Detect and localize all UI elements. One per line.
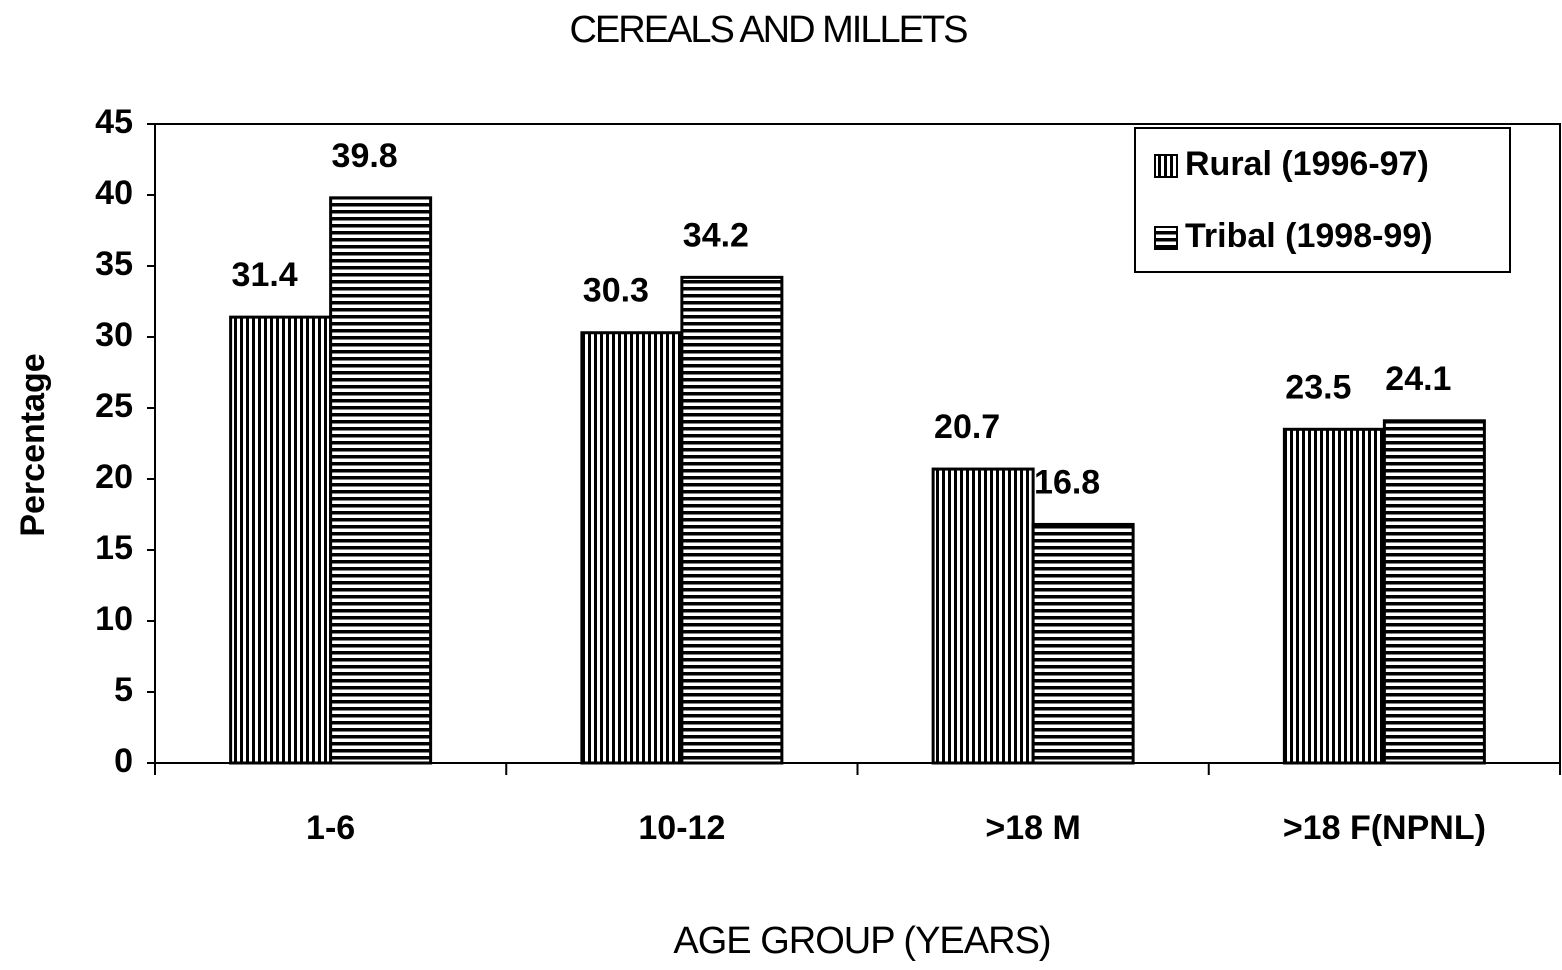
value-label: 31.4 bbox=[232, 256, 298, 294]
value-label: 34.2 bbox=[683, 216, 749, 254]
y-tick-label: 5 bbox=[114, 671, 133, 709]
legend-label: Rural (1996-97) bbox=[1185, 145, 1429, 183]
bar bbox=[1382, 419, 1486, 765]
legend-swatch bbox=[1154, 226, 1178, 250]
value-label: 30.3 bbox=[583, 272, 649, 310]
bar bbox=[680, 275, 784, 765]
y-axis-label: Percentage bbox=[14, 353, 52, 536]
value-label: 23.5 bbox=[1285, 368, 1351, 406]
bar bbox=[931, 467, 1035, 765]
value-label: 20.7 bbox=[934, 408, 1000, 446]
y-tick-label: 40 bbox=[95, 174, 133, 212]
x-tick-label: >18 M bbox=[985, 809, 1080, 847]
y-tick-label: 35 bbox=[95, 245, 133, 283]
x-tick-label: 1-6 bbox=[306, 809, 355, 847]
x-axis-label: AGE GROUP (YEARS) bbox=[673, 920, 1050, 962]
value-label: 24.1 bbox=[1385, 360, 1451, 398]
y-tick-label: 10 bbox=[95, 600, 133, 638]
value-label: 39.8 bbox=[332, 137, 398, 175]
bar bbox=[1282, 427, 1386, 765]
legend-swatch bbox=[1154, 154, 1178, 178]
legend-box bbox=[1134, 127, 1511, 273]
x-tick-label: >18 F(NPNL) bbox=[1283, 809, 1486, 847]
x-tick-label: 10-12 bbox=[638, 809, 725, 847]
chart-title: CEREALS AND MILLETS bbox=[569, 9, 967, 51]
bar bbox=[580, 331, 684, 765]
legend-label: Tribal (1998-99) bbox=[1185, 217, 1433, 255]
bar bbox=[229, 315, 333, 765]
y-tick-label: 15 bbox=[95, 529, 133, 567]
bar bbox=[1031, 522, 1135, 765]
y-tick-label: 30 bbox=[95, 316, 133, 354]
y-tick-label: 25 bbox=[95, 387, 133, 425]
value-label: 16.8 bbox=[1034, 463, 1100, 501]
y-tick-label: 0 bbox=[114, 742, 133, 780]
y-tick-label: 20 bbox=[95, 458, 133, 496]
y-tick-label: 45 bbox=[95, 103, 133, 141]
bar bbox=[329, 196, 433, 765]
